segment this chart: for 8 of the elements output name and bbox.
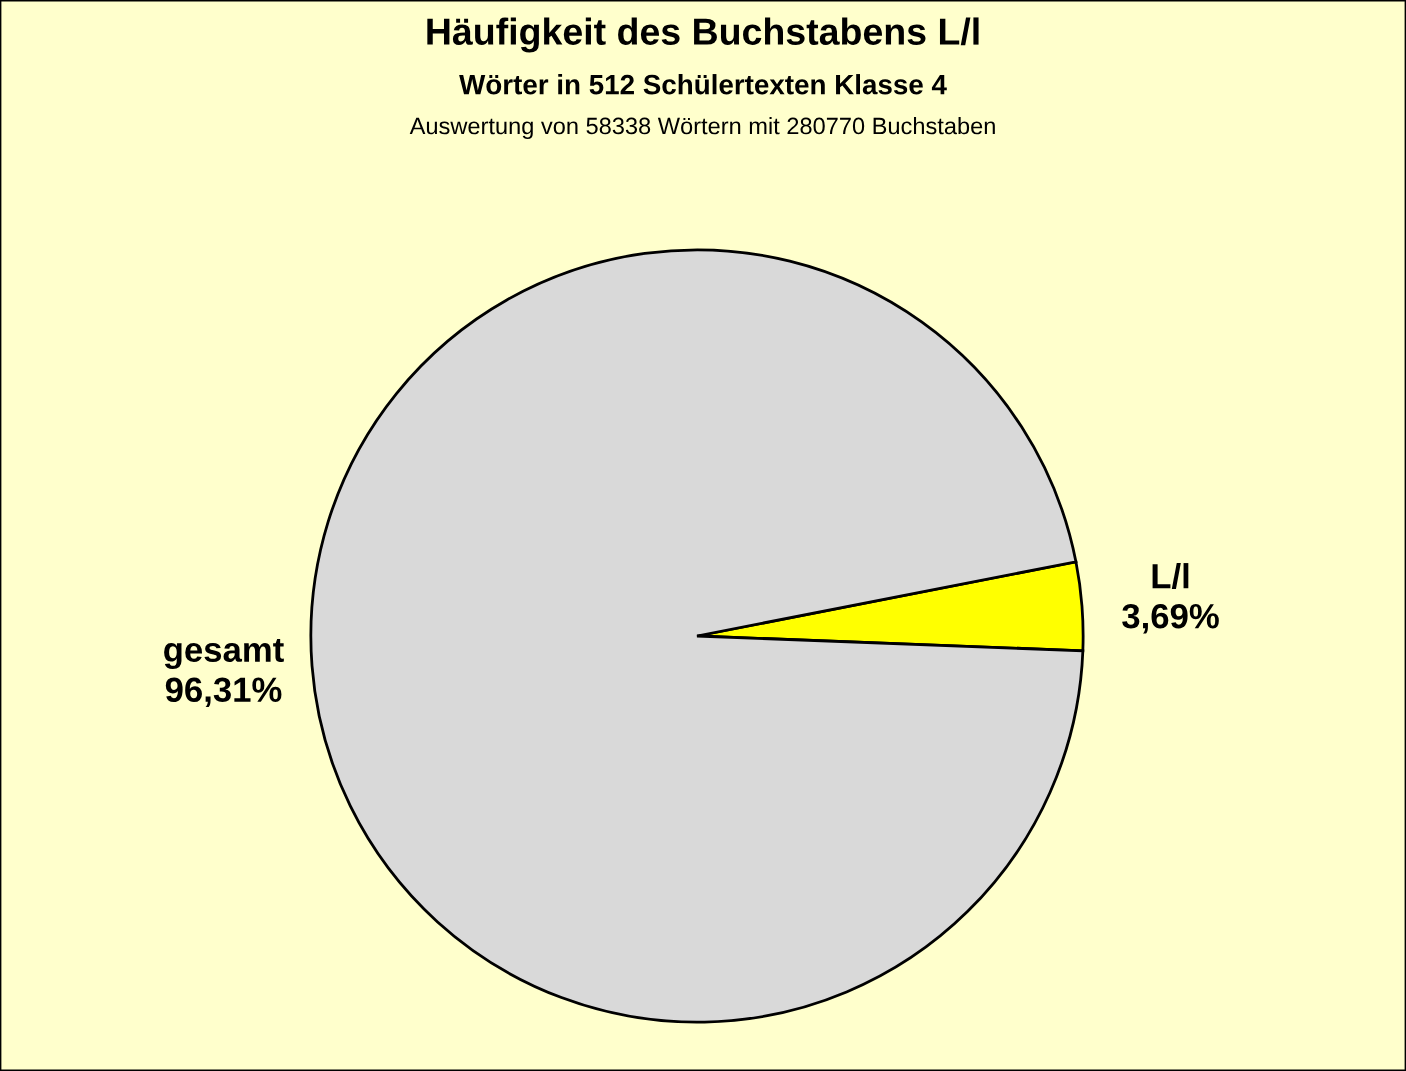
text: Auswertung von 58338 Wörtern mit 280770 Buchstaben bbox=[409, 117, 995, 140]
pie-slice bbox=[309, 248, 1085, 1024]
data-label: 3,69% bbox=[1122, 603, 1219, 634]
chart-title: Häufigkeit des Buchstabens L/l bbox=[427, 17, 979, 53]
slice-label: L/l bbox=[1152, 563, 1189, 589]
data-label: 96,31% bbox=[165, 677, 282, 708]
slice-label: gesamt bbox=[164, 639, 284, 670]
chart-subtitle: Wörter in 512 Schülertexten Klasse 4 bbox=[459, 74, 947, 95]
